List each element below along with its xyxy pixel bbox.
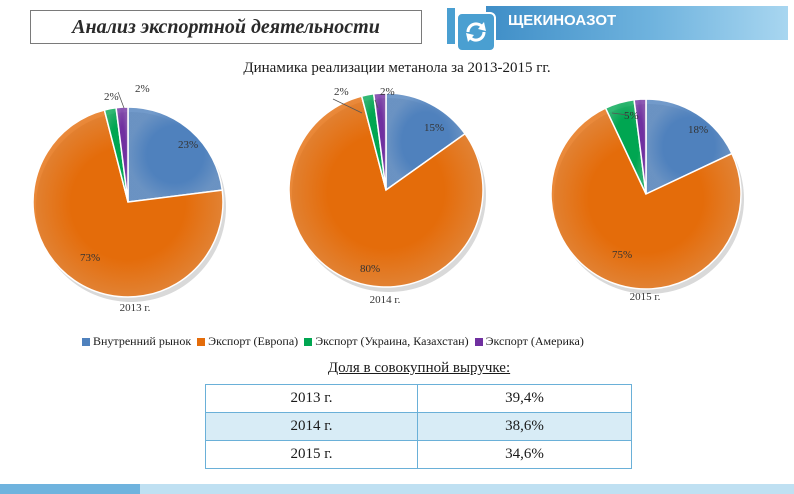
footer-bar-accent xyxy=(0,484,140,494)
pie-year-label: 2014 г. xyxy=(370,294,401,306)
slice-export-europe xyxy=(550,107,742,290)
brand-accent-bar xyxy=(447,8,455,44)
data-label: 18% xyxy=(688,124,708,136)
slice-domestic xyxy=(385,92,467,192)
table-row: 2014 г. 38,6% xyxy=(205,412,632,441)
data-label: 23% xyxy=(178,139,198,151)
data-label: 2% xyxy=(135,83,150,95)
legend-swatch xyxy=(82,337,90,346)
revenue-share-table: 2013 г. 39,4% 2014 г. 38,6% 2015 г. 34,6… xyxy=(205,384,632,469)
refresh-icon xyxy=(466,22,486,42)
brand-banner xyxy=(486,6,788,40)
legend-item-europe: Экспорт (Европа) xyxy=(197,334,298,349)
legend-swatch xyxy=(474,337,483,346)
table-cell-year: 2014 г. xyxy=(205,412,418,441)
legend-item-domestic: Внутренний рынок xyxy=(82,334,191,349)
table-cell-value: 34,6% xyxy=(417,440,632,469)
brand-name: ЩЕКИНОАЗОТ xyxy=(508,12,617,29)
leader-line xyxy=(374,99,379,109)
pie-charts: 23% 73% 2% 2% 2013 г. 15% 80% 2% 2% 2014 г. 18% 75%… xyxy=(32,83,744,314)
brand-logo xyxy=(456,12,496,52)
legend-label: Экспорт (Украина, Казахстан) xyxy=(315,334,469,348)
data-label: 75% xyxy=(612,249,632,261)
slice-export-america xyxy=(372,92,387,191)
legend-label: Внутренний рынок xyxy=(93,334,192,348)
table-row: 2015 г. 34,6% xyxy=(205,440,632,469)
pie-year-label: 2013 г. xyxy=(120,302,151,314)
data-label: 2% xyxy=(334,86,349,98)
table-row: 2013 г. 39,4% xyxy=(205,384,632,413)
page-title: Анализ экспортной деятельности xyxy=(30,10,422,44)
chart-legend: Внутренний рынок Экспорт (Европа) Экспор… xyxy=(82,334,590,349)
data-label: 2% xyxy=(380,86,395,98)
table-cell-value: 39,4% xyxy=(417,384,632,413)
leader-line xyxy=(332,98,363,114)
data-label: 2% xyxy=(104,91,119,103)
slice-export-europe xyxy=(288,95,484,288)
legend-item-ukraine-kazakhstan: Экспорт (Украина, Казахстан) xyxy=(304,334,469,349)
footer-bar xyxy=(0,484,794,494)
slice-domestic xyxy=(127,106,224,203)
data-label: 80% xyxy=(360,263,380,275)
leader-line xyxy=(611,112,629,116)
data-label: 73% xyxy=(80,252,100,264)
legend-label: Экспорт (Америка) xyxy=(485,334,584,348)
pie-year-label: 2015 г. xyxy=(630,291,661,303)
table-cell-year: 2013 г. xyxy=(205,384,418,413)
data-label: 5% xyxy=(624,110,639,122)
table-cell-year: 2015 г. xyxy=(205,440,418,469)
data-label: 15% xyxy=(424,122,444,134)
chart-title: Динамика реализации метанола за 2013-201… xyxy=(243,60,551,76)
slice-export-europe xyxy=(32,109,224,298)
legend-swatch xyxy=(304,337,313,346)
leader-line xyxy=(117,91,125,109)
slice-export-america xyxy=(633,98,647,195)
slice-domestic xyxy=(645,98,733,196)
slice-export-america xyxy=(115,106,129,203)
table-cell-value: 38,6% xyxy=(417,412,632,441)
share-table-title: Доля в совокупной выручке: xyxy=(327,360,511,376)
legend-item-america: Экспорт (Америка) xyxy=(474,334,584,349)
legend-label: Экспорт (Европа) xyxy=(208,334,299,348)
legend-swatch xyxy=(197,337,206,346)
